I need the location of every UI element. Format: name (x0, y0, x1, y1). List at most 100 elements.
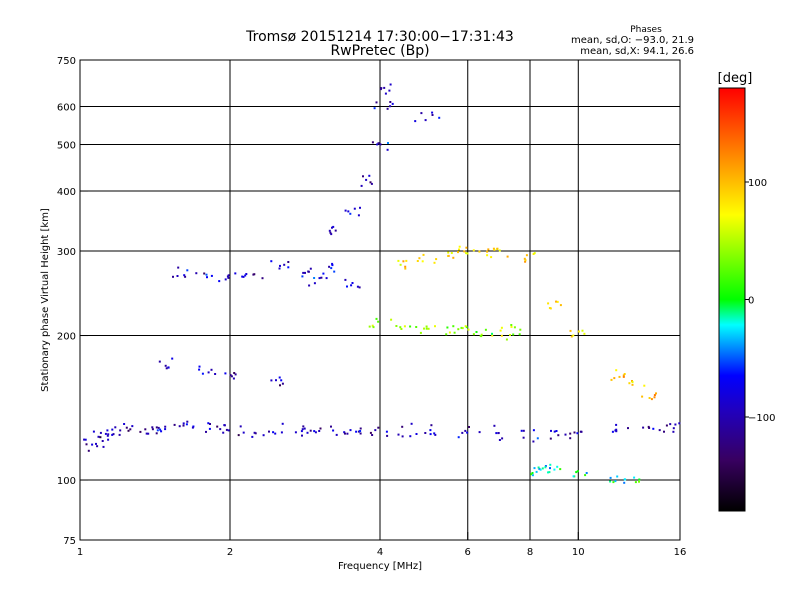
data-point (306, 431, 309, 434)
data-point (369, 181, 372, 184)
data-point (533, 467, 536, 470)
data-point (623, 481, 626, 484)
data-point (106, 429, 109, 432)
x-tick-label: 1 (77, 547, 83, 558)
data-point (359, 432, 362, 435)
colorbar-ticks: 100 0 −100 (745, 178, 775, 424)
data-point (553, 468, 556, 471)
data-point (522, 429, 525, 432)
data-point (176, 275, 179, 277)
data-point (371, 434, 374, 436)
data-point (579, 430, 582, 433)
data-point (513, 326, 516, 329)
data-point (242, 431, 245, 434)
data-point (344, 209, 347, 212)
data-point (559, 304, 562, 307)
data-point (653, 394, 656, 397)
data-point (678, 422, 681, 425)
data-point (611, 430, 614, 433)
chart-subtitle: RwPretec (Bp) (330, 43, 429, 59)
data-point (633, 476, 636, 479)
data-point (127, 429, 130, 432)
data-point (223, 424, 226, 427)
data-point (171, 357, 174, 360)
data-point (472, 333, 475, 336)
data-point (486, 254, 489, 257)
data-point (506, 255, 509, 258)
data-point (555, 430, 558, 432)
x-tick-label: 4 (377, 547, 383, 558)
data-point (466, 252, 469, 255)
data-point (172, 275, 174, 278)
data-point (207, 422, 210, 425)
stats-heading: Phases (630, 25, 662, 35)
data-point (486, 250, 489, 253)
data-point (391, 102, 394, 105)
data-point (669, 423, 672, 426)
stats-o-line: mean, sd,O: −93.0, 21.9 (571, 35, 694, 46)
data-point (615, 369, 618, 372)
data-point (251, 435, 254, 438)
x-tick-label: 2 (227, 547, 233, 558)
data-point (616, 475, 619, 478)
data-point (457, 251, 459, 254)
data-point (230, 375, 233, 378)
data-point (460, 326, 463, 329)
data-point (99, 436, 102, 439)
data-point (650, 398, 653, 401)
data-point (355, 430, 358, 433)
data-point (294, 431, 297, 434)
data-point (478, 250, 481, 253)
data-point (270, 260, 273, 263)
data-point (445, 333, 448, 336)
data-point (165, 367, 168, 370)
data-point (119, 429, 122, 432)
data-point (468, 426, 470, 428)
x-tick-label: 10 (572, 547, 585, 558)
chart-title: Tromsø 20151214 17:30:00−17:31:43 (245, 29, 514, 45)
x-tick-label: 8 (527, 547, 533, 558)
data-point (420, 112, 423, 115)
colorbar-tick-label: −100 (748, 413, 775, 424)
data-point (164, 364, 167, 367)
data-point (386, 148, 389, 151)
data-point (537, 466, 540, 469)
data-point (280, 379, 283, 382)
data-point (332, 225, 335, 228)
data-point (405, 259, 408, 262)
data-point (139, 430, 142, 433)
data-point (83, 438, 86, 441)
data-point (147, 432, 150, 435)
x-axis-label: Frequency [MHz] (338, 561, 422, 572)
data-point (374, 429, 377, 432)
data-point (431, 114, 434, 116)
data-point (387, 142, 389, 144)
data-point (559, 468, 562, 471)
data-point (410, 422, 413, 425)
data-point (151, 426, 154, 429)
data-point (569, 432, 572, 435)
grid-lines (80, 60, 680, 540)
data-point (510, 324, 513, 326)
data-point (531, 474, 534, 477)
data-point (344, 278, 347, 281)
data-point (379, 143, 382, 146)
data-point (106, 434, 109, 437)
data-point (610, 378, 613, 381)
data-point (177, 266, 180, 269)
data-point (331, 262, 334, 265)
data-point (615, 423, 618, 426)
data-point (318, 277, 321, 280)
data-point (518, 333, 521, 336)
data-point (497, 432, 500, 435)
data-point (357, 430, 360, 433)
data-point (368, 174, 371, 177)
data-point (182, 422, 185, 425)
data-point (547, 471, 549, 474)
data-point (490, 256, 493, 259)
data-point (438, 116, 441, 119)
data-point (655, 392, 657, 395)
data-point (253, 273, 256, 276)
data-point (91, 443, 94, 446)
data-point (613, 377, 616, 380)
